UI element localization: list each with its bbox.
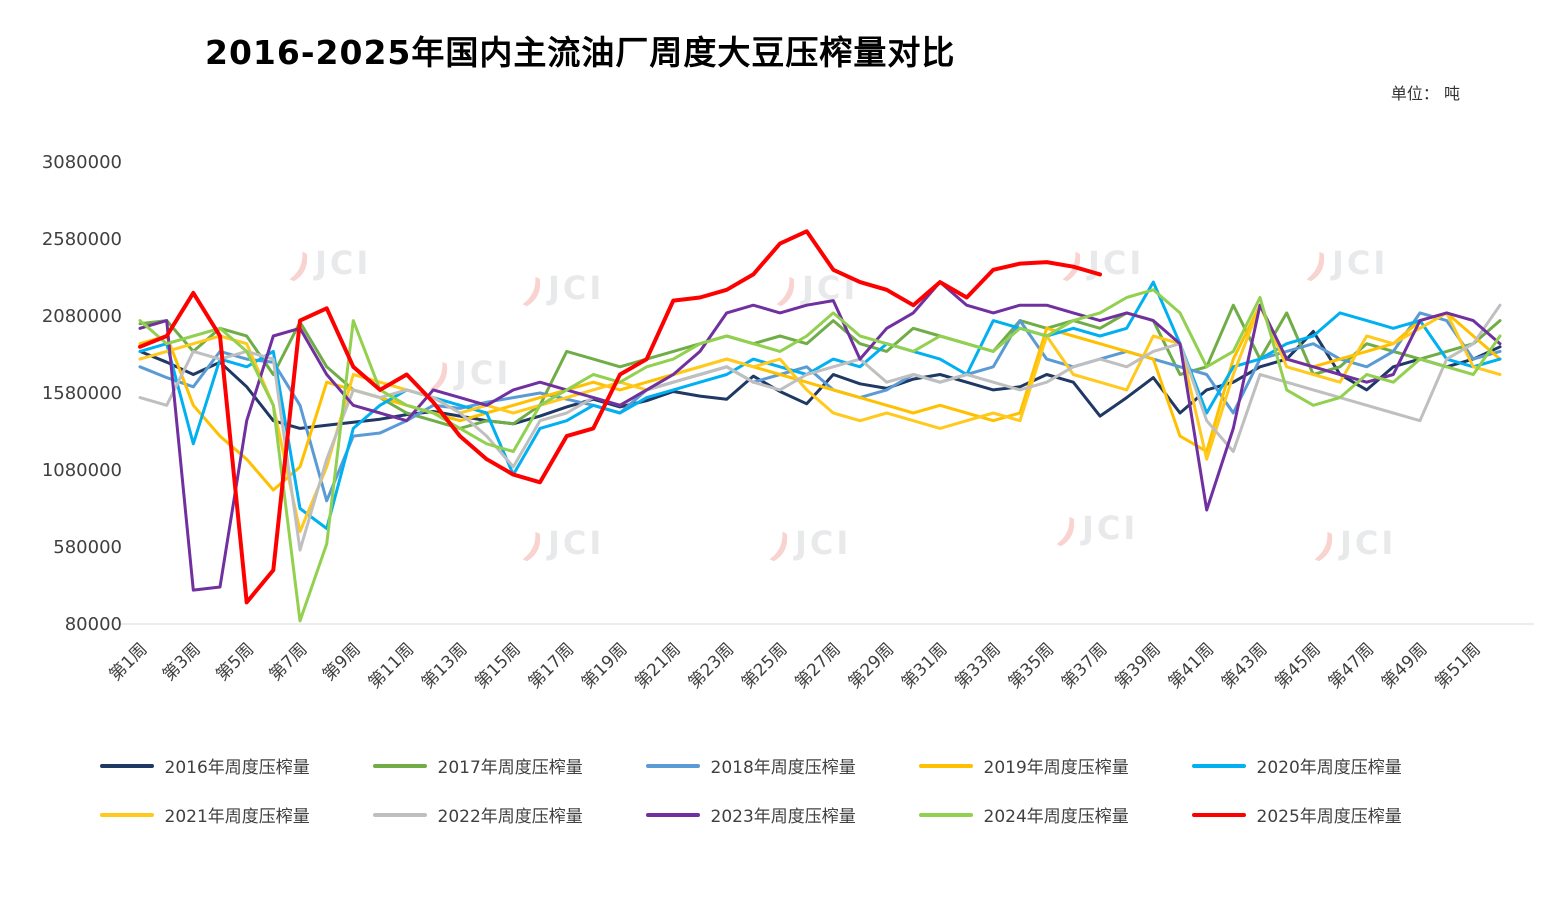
legend-label-2022: 2022年周度压榨量 [437, 807, 583, 827]
x-tick-label: 第25周 [738, 639, 791, 692]
watermark-text: JCI [1080, 509, 1138, 547]
jci-watermark: )JCI [1052, 509, 1138, 554]
legend-label-2021: 2021年周度压榨量 [164, 807, 310, 827]
series-line-2023 [138, 280, 1502, 592]
legend-label-2019: 2019年周度压榨量 [983, 758, 1129, 778]
watermark-text: JCI [1338, 524, 1396, 562]
legend-item-2021: 2021年周度压榨量 [99, 802, 310, 827]
legend-label-2024: 2024年周度压榨量 [983, 807, 1129, 827]
legend-swatch-2024 [918, 812, 973, 817]
x-tick-label: 第27周 [791, 639, 844, 692]
x-tick-label: 第29周 [845, 639, 898, 692]
x-tick-label: 第41周 [1165, 639, 1218, 692]
jci-watermark: )JCI [765, 524, 851, 569]
legend-label-2016: 2016年周度压榨量 [164, 758, 310, 778]
legend-swatch-2025 [1191, 812, 1246, 817]
legend-label-2020: 2020年周度压榨量 [1256, 758, 1402, 778]
y-tick-label: 1580000 [42, 383, 122, 404]
x-tick-label: 第7周 [266, 639, 312, 685]
legend-label-2023: 2023年周度压榨量 [710, 807, 856, 827]
jci-watermark: )JCI [518, 269, 604, 314]
legend-label-2025: 2025年周度压榨量 [1256, 807, 1402, 827]
legend-swatch-2018 [645, 763, 700, 768]
legend-item-2023: 2023年周度压榨量 [645, 802, 856, 827]
x-tick-label: 第33周 [951, 639, 1004, 692]
x-tick-label: 第19周 [578, 639, 631, 692]
legend-swatch-2021 [99, 812, 154, 817]
x-tick-label: 第1周 [106, 639, 152, 685]
unit-label: 单位： 吨 [1390, 84, 1460, 103]
y-tick-label: 2080000 [42, 306, 122, 327]
x-tick-label: 第35周 [1005, 639, 1058, 692]
x-tick-label: 第47周 [1325, 639, 1378, 692]
legend-item-2025: 2025年周度压榨量 [1191, 802, 1402, 827]
x-tick-label: 第37周 [1058, 639, 1111, 692]
legend-item-2016: 2016年周度压榨量 [99, 753, 310, 778]
page-title: 2016-2025年国内主流油厂周度大豆压榨量对比 [205, 33, 956, 72]
x-tick-label: 第13周 [418, 639, 471, 692]
jci-watermark: )JCI [285, 244, 371, 289]
x-tick-label: 第5周 [212, 639, 258, 685]
x-tick-label: 第15周 [471, 639, 524, 692]
watermark-text: JCI [546, 269, 604, 307]
watermark-text: JCI [453, 354, 511, 392]
legend-item-2020: 2020年周度压榨量 [1191, 753, 1402, 778]
y-tick-label: 3080000 [42, 152, 122, 173]
watermark-swoosh-icon: ) [1052, 511, 1083, 554]
watermark-text: JCI [793, 524, 851, 562]
legend-label-2017: 2017年周度压榨量 [437, 758, 583, 778]
legend-swatch-2022 [372, 812, 427, 817]
watermark-text: JCI [1330, 244, 1388, 282]
y-tick-label: 2580000 [42, 229, 122, 250]
watermark-swoosh-icon: ) [1302, 246, 1333, 289]
x-tick-label: 第9周 [319, 639, 365, 685]
series-line-2024 [138, 288, 1502, 623]
x-tick-label: 第21周 [631, 639, 684, 692]
y-tick-label: 1080000 [42, 460, 122, 481]
x-tick-label: 第3周 [159, 639, 205, 685]
watermark-swoosh-icon: ) [518, 526, 549, 569]
watermark-swoosh-icon: ) [765, 526, 796, 569]
jci-watermark: )JCI [1310, 524, 1396, 569]
watermark-swoosh-icon: ) [518, 271, 549, 314]
series-line-2020 [138, 280, 1502, 530]
legend-item-2022: 2022年周度压榨量 [372, 802, 583, 827]
watermark-swoosh-icon: ) [285, 246, 316, 289]
legend-swatch-2016 [99, 763, 154, 768]
series-line-2025 [138, 229, 1102, 605]
watermark-text: JCI [546, 524, 604, 562]
x-tick-label: 第45周 [1271, 639, 1324, 692]
line-chart: )JCI)JCI)JCI)JCI)JCI)JCI)JCI)JCI)JCI)JCI… [42, 152, 1534, 693]
x-tick-label: 第11周 [365, 639, 418, 692]
legend-item-2018: 2018年周度压榨量 [645, 753, 856, 778]
x-tick-label: 第49周 [1378, 639, 1431, 692]
jci-watermark: )JCI [518, 524, 604, 569]
legend-swatch-2019 [918, 763, 973, 768]
legend-item-2017: 2017年周度压榨量 [372, 753, 583, 778]
legend-item-2024: 2024年周度压榨量 [918, 802, 1129, 827]
x-tick-label: 第39周 [1111, 639, 1164, 692]
legend-swatch-2023 [645, 812, 700, 817]
legend-item-2019: 2019年周度压榨量 [918, 753, 1129, 778]
x-tick-label: 第51周 [1431, 639, 1484, 692]
y-tick-label: 580000 [53, 537, 122, 558]
series-line-2021 [138, 303, 1502, 534]
x-tick-label: 第17周 [525, 639, 578, 692]
x-tick-label: 第23周 [685, 639, 738, 692]
x-tick-label: 第43周 [1218, 639, 1271, 692]
jci-watermark: )JCI [1302, 244, 1388, 289]
x-tick-label: 第31周 [898, 639, 951, 692]
legend-swatch-2020 [1191, 763, 1246, 768]
series-line-2018 [138, 311, 1502, 503]
y-tick-label: 80000 [65, 614, 122, 635]
series-line-2022 [138, 303, 1502, 552]
legend-label-2018: 2018年周度压榨量 [710, 758, 856, 778]
legend-swatch-2017 [372, 763, 427, 768]
watermark-swoosh-icon: ) [1310, 526, 1341, 569]
watermark-text: JCI [1086, 244, 1144, 282]
series-line-2016 [138, 329, 1502, 430]
watermark-text: JCI [313, 244, 371, 282]
chart-legend: 2016年周度压榨量 2017年周度压榨量 2018年周度压榨量 2019年周度压榨量… [99, 753, 1465, 827]
